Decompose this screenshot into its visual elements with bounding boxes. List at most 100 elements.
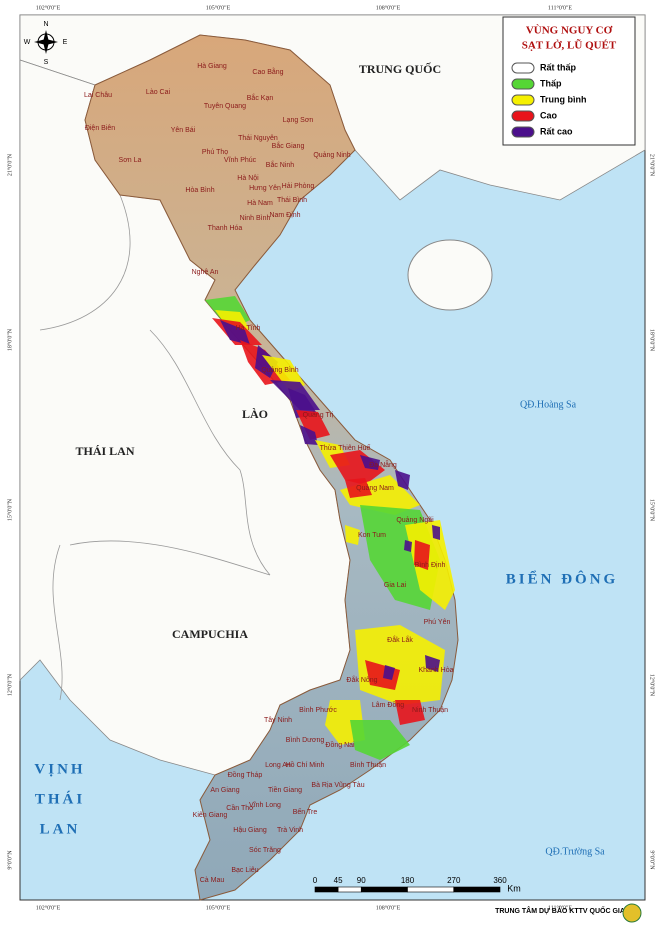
scale-label: 0 [313, 876, 318, 885]
latitude-label: 18°0'0"N [649, 329, 656, 352]
logo [622, 903, 642, 923]
scale-label: 360 [493, 876, 507, 885]
province-label: Thái Nguyên [238, 135, 278, 142]
sea-label: VỊNH [34, 761, 85, 777]
region-label: QĐ.Hoàng Sa [520, 399, 577, 410]
province-label: Yên Bái [171, 127, 196, 134]
risk-area [288, 388, 318, 418]
province-label: Vĩnh Long [249, 802, 281, 809]
risk-area [425, 655, 440, 672]
scale-label: 270 [447, 876, 461, 885]
longitude-label: 108°0'0"E [376, 4, 401, 11]
province-label: Tiền Giang [268, 785, 302, 794]
province-label: Nghệ An [192, 269, 219, 276]
province-label: Sơn La [119, 157, 142, 164]
province-label: Hải Phòng [282, 183, 315, 190]
latitude-label: 18°0'0"N [6, 328, 13, 351]
province-label: Hà Giang [197, 63, 227, 70]
scale-segment [314, 886, 339, 893]
province-label: An Giang [210, 787, 239, 794]
longitude-label: 105°0'0"E [206, 4, 231, 11]
longitude-label: 105°0'0"E [206, 904, 231, 911]
scale-label: 45 [334, 876, 343, 885]
borders [39, 194, 271, 701]
province-label: Vĩnh Phúc [224, 157, 257, 164]
province-label: Lạng Sơn [283, 117, 314, 124]
province-label: Cần Thơ [226, 803, 254, 812]
hainan [407, 239, 493, 311]
province-label: Hà Tĩnh [236, 325, 261, 332]
region-label: QĐ.Trường Sa [545, 846, 605, 857]
province-label: Phú Thọ [202, 149, 228, 156]
legend-swatch [511, 94, 535, 106]
scale-label: 90 [357, 876, 366, 885]
province-label: Đắk Nông [346, 675, 377, 684]
longitude-label: 102°0'0"E [36, 4, 61, 11]
risk-area [432, 525, 440, 540]
province-label: Quảng Bình [261, 367, 298, 374]
latitude-label: 9°0'0"N [649, 850, 656, 870]
risk-area [383, 665, 395, 680]
longitude-label: 111°0'0"E [548, 904, 572, 911]
province-label: Quảng Nam [356, 485, 394, 492]
province-label: Đồng Nai [325, 740, 355, 749]
region-label: CAMPUCHIA [172, 627, 248, 641]
province-label: Kiên Giang [193, 812, 228, 819]
province-label: Bình Thuận [350, 762, 386, 769]
province-label: Thừa Thiên Huế [320, 443, 371, 452]
province-label: Bắc Ninh [266, 160, 295, 169]
province-label: Bà Rịa Vũng Tàu [311, 782, 364, 789]
province-label: Hậu Giang [233, 827, 267, 834]
legend-swatch [511, 126, 535, 138]
region-label: THÁI LAN [75, 444, 134, 458]
risk-area [345, 478, 372, 498]
province-label: Gia Lai [384, 582, 407, 589]
risk-area [345, 525, 360, 545]
province-label: Hồ Chí Minh [286, 760, 325, 769]
legend-label: Cao [540, 110, 558, 120]
latitude-label: 21°0'0"N [6, 153, 13, 176]
scale-segment [360, 886, 408, 893]
risk-area [330, 450, 385, 485]
province-label: Điện Biên [85, 125, 115, 132]
province-label: Quảng Ninh [313, 152, 350, 159]
province-label: Ninh Bình [240, 215, 271, 222]
legend-swatch [511, 78, 535, 90]
risk-area [220, 320, 250, 345]
risk-area [414, 540, 430, 570]
latitude-label: 15°0'0"N [6, 498, 13, 521]
risk-area [360, 455, 380, 470]
province-label: Cà Mau [200, 877, 225, 884]
province-label: Bắc Giang [272, 141, 305, 150]
risk-area [350, 720, 410, 760]
province-label: Kon Tum [358, 532, 386, 539]
risk-area [300, 425, 318, 445]
province-label: Bình Phước [299, 707, 337, 714]
province-label: Đồng Tháp [228, 770, 263, 779]
legend-label: Rất thấp [540, 62, 577, 72]
scale-segment [337, 886, 362, 893]
legend-label: Rất cao [540, 126, 573, 136]
province-label: Hà Nội [237, 175, 259, 182]
compass-s: S [44, 59, 49, 66]
risk-area [255, 345, 278, 378]
longitude-label: 102°0'0"E [36, 904, 61, 911]
latitude-label: 15°0'0"N [649, 499, 656, 522]
legend-title: VÙNG NGUY CƠ [526, 25, 613, 37]
province-label: Bắc Kạn [247, 93, 274, 102]
risk-area [404, 540, 412, 552]
risk-area [296, 410, 330, 440]
scale-segment [407, 886, 455, 893]
latitude-label: 21°0'0"N [649, 154, 656, 177]
province-label: Bến Tre [293, 807, 318, 816]
province-label: Thái Bình [277, 197, 307, 204]
province-label: Nam Định [269, 212, 300, 219]
province-label: Đà Nẵng [369, 460, 397, 469]
province-label: Sóc Trăng [249, 847, 281, 854]
province-label: Hà Nam [247, 200, 273, 207]
longitude-label: 111°0'0"E [548, 4, 572, 11]
province-label: Trà Vinh [277, 827, 303, 834]
latitude-label: 9°0'0"N [6, 850, 13, 870]
province-label: Quảng Trị [303, 412, 334, 419]
